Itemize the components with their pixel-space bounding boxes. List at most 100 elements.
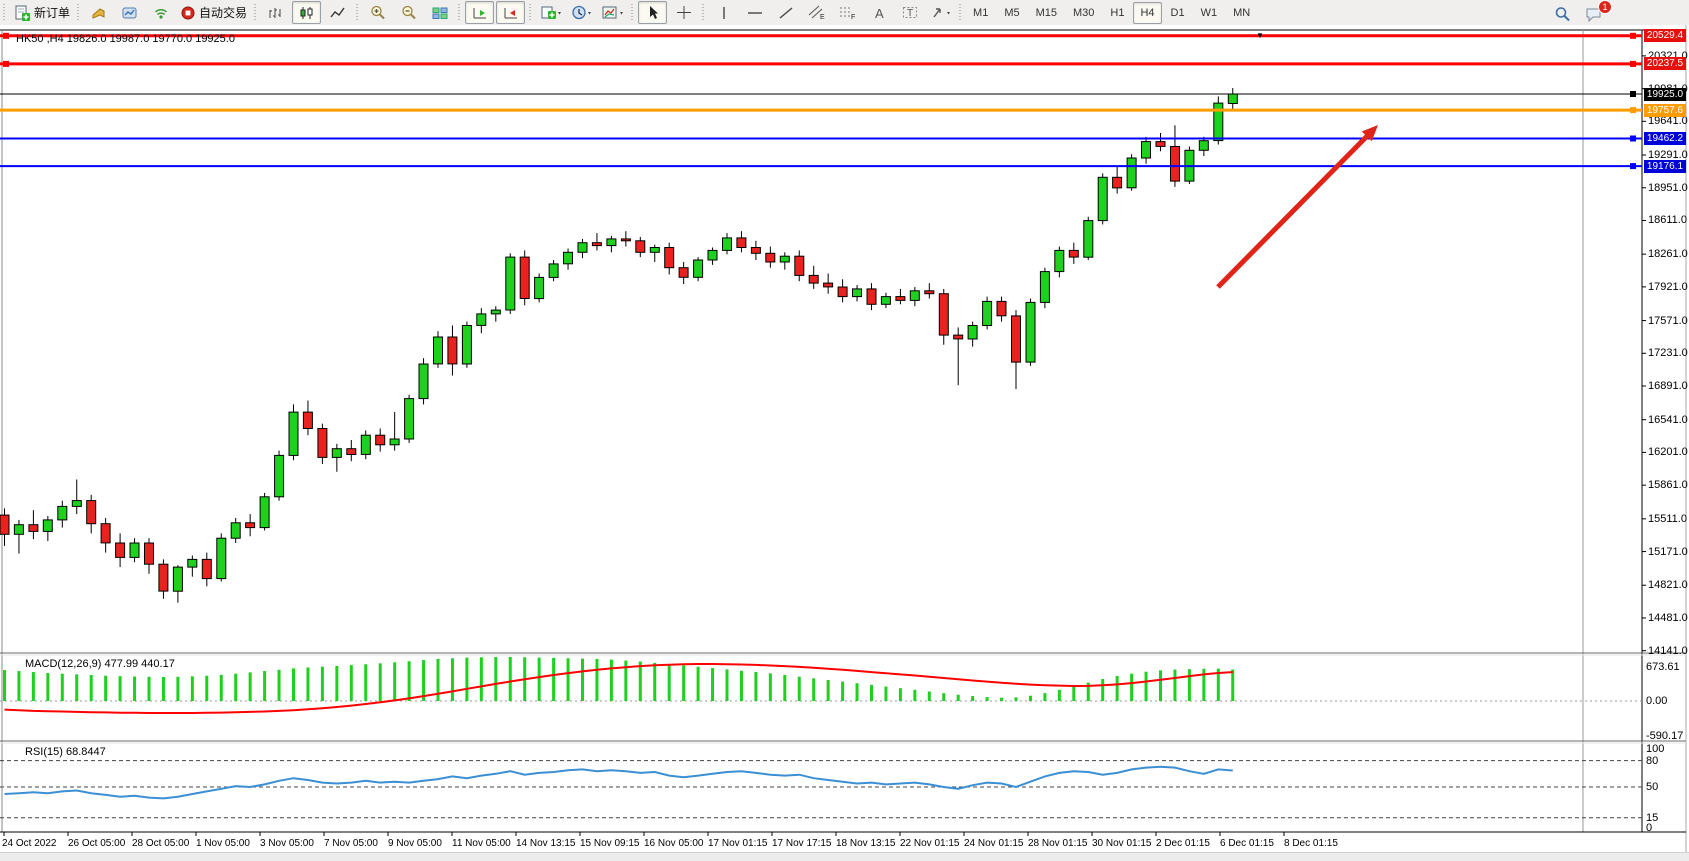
rsi-axis-label: 15: [1646, 812, 1659, 824]
candlestick-button[interactable]: [292, 1, 322, 24]
time-axis-label: 11 Nov 05:00: [452, 838, 511, 849]
timeframe-button-m30[interactable]: M30: [1073, 6, 1095, 19]
linechart-icon: [329, 6, 346, 20]
linechart-button[interactable]: [323, 1, 352, 24]
toolbar-grip: [958, 3, 964, 22]
price-badge: 19176.1: [1644, 160, 1686, 173]
time-axis-label: 15 Nov 09:15: [580, 838, 640, 849]
rsi-line: [4, 765, 1233, 800]
search-icon: [1554, 6, 1571, 22]
autotrade-button[interactable]: 自动交易: [177, 1, 250, 24]
timeframe-button-mn[interactable]: MN: [1233, 6, 1251, 19]
auto-trading-label: 自动交易: [199, 6, 248, 20]
new-order-button[interactable]: 新订单: [10, 1, 73, 24]
text-label-icon: T: [902, 5, 918, 20]
time-axis-label: 24 Oct 2022: [2, 838, 57, 849]
arrows-icon: [930, 5, 952, 20]
auto-scroll-button[interactable]: [465, 1, 495, 24]
timeframe-button-h1[interactable]: H1: [1110, 6, 1125, 19]
autotrade-icon: [180, 6, 196, 20]
time-axis-label: 30 Nov 01:15: [1092, 838, 1152, 849]
arrows-button[interactable]: [926, 1, 955, 24]
chart-symbol-title: HK50 ,H4 19826.0 19987.0 19770.0 19925.0: [16, 33, 235, 45]
chart-area[interactable]: HK50 ,H4 19826.0 19987.0 19770.0 19925.0…: [0, 25, 1689, 861]
chart-shift-icon: [503, 6, 519, 20]
fibonacci-button[interactable]: F: [833, 1, 862, 24]
time-axis-label: 7 Nov 05:00: [324, 838, 378, 849]
notification-badge: 1: [1598, 0, 1612, 14]
signals-icon: [153, 6, 169, 20]
toolbar-grip: [76, 3, 82, 22]
price-axis-tick: 14141.0: [1648, 645, 1688, 657]
svg-text:E: E: [820, 14, 825, 20]
templates-icon: [602, 5, 624, 20]
macd-signal-line: [4, 663, 1233, 714]
price-axis-tick: 15171.0: [1648, 546, 1688, 558]
profiles-icon: [122, 6, 138, 20]
price-axis-tick: 14481.0: [1648, 612, 1688, 624]
time-axis-label: 17 Nov 01:15: [708, 838, 768, 849]
zoom-in-icon: [370, 5, 386, 20]
horizontal-line-button[interactable]: [740, 1, 769, 24]
tile-windows-button[interactable]: [425, 1, 454, 24]
price-axis-tick: 17921.0: [1648, 281, 1688, 293]
toolbar-grip: [253, 3, 259, 22]
zoom-out-button[interactable]: [394, 1, 423, 24]
search-button[interactable]: [1548, 2, 1577, 25]
main-toolbar: 新订单 自动交易 E F A T M1 M5 M15 M30 H1 H4 D1 W1 MN 1: [0, 0, 1689, 26]
toolbar-grip: [457, 3, 463, 22]
svg-text:F: F: [851, 14, 855, 20]
price-axis-tick: 18261.0: [1648, 248, 1688, 260]
macd-axis-label: 673.61: [1646, 661, 1680, 673]
chart-shift-marker-icon[interactable]: ▼: [1256, 31, 1264, 40]
rsi-indicator-label: RSI(15) 68.8447: [25, 746, 106, 758]
window-bottom-strip: [0, 852, 1689, 861]
toolbar-grip: [630, 3, 636, 22]
price-axis-tick: 17231.0: [1648, 347, 1688, 359]
price-axis-tick: 19641.0: [1648, 115, 1688, 127]
price-chart-canvas[interactable]: [0, 25, 1689, 861]
macd-axis-label: 0.00: [1646, 695, 1668, 707]
vertical-line-button[interactable]: [709, 1, 738, 24]
time-axis-label: 22 Nov 01:15: [900, 838, 960, 849]
indicators-icon: [540, 5, 562, 20]
text-label-button[interactable]: T: [895, 1, 924, 24]
toolbar-grip: [355, 3, 361, 22]
periods-button[interactable]: [567, 1, 596, 24]
time-axis-label: 2 Dec 01:15: [1156, 838, 1210, 849]
signals-button[interactable]: [146, 1, 175, 24]
time-axis-label: 24 Nov 01:15: [964, 838, 1024, 849]
templates-button[interactable]: [598, 1, 627, 24]
timeframe-button-w1[interactable]: W1: [1200, 6, 1218, 19]
text-button[interactable]: A: [864, 1, 893, 24]
barchart-button[interactable]: [261, 1, 290, 24]
cursor-button[interactable]: [638, 1, 668, 24]
zoom-in-button[interactable]: [363, 1, 392, 24]
rsi-axis-label: 50: [1646, 781, 1659, 793]
rsi-axis-label: 80: [1646, 755, 1659, 767]
price-badge: 20529.4: [1644, 29, 1686, 42]
timeframe-button-m1[interactable]: M1: [973, 6, 989, 19]
trendline-button[interactable]: [771, 1, 800, 24]
alerts-icon: [91, 6, 107, 20]
timeframe-button-d1[interactable]: D1: [1170, 6, 1185, 19]
new-order-icon: [13, 5, 31, 21]
cursor-icon: [646, 5, 660, 20]
alerts-button[interactable]: [84, 1, 113, 24]
notifications-button[interactable]: 1: [1579, 0, 1612, 25]
timeframe-button-m15[interactable]: M15: [1035, 6, 1057, 19]
chart-shift-button[interactable]: [496, 1, 526, 24]
profiles-button[interactable]: [115, 1, 144, 24]
toolbar-grip: [2, 3, 7, 22]
crosshair-button[interactable]: [669, 1, 698, 24]
timeframe-button-m5[interactable]: M5: [1004, 6, 1020, 19]
trend-arrow: [1216, 130, 1373, 289]
time-axis-label: 18 Nov 13:15: [836, 838, 896, 849]
timeframe-button-h4[interactable]: H4: [1133, 1, 1162, 24]
time-axis-label: 28 Oct 05:00: [132, 838, 190, 849]
channel-button[interactable]: E: [802, 1, 831, 24]
indicators-button[interactable]: [536, 1, 565, 24]
time-axis-label: 14 Nov 13:15: [516, 838, 576, 849]
time-axis-label: 17 Nov 17:15: [772, 838, 832, 849]
zoom-out-icon: [401, 5, 417, 20]
